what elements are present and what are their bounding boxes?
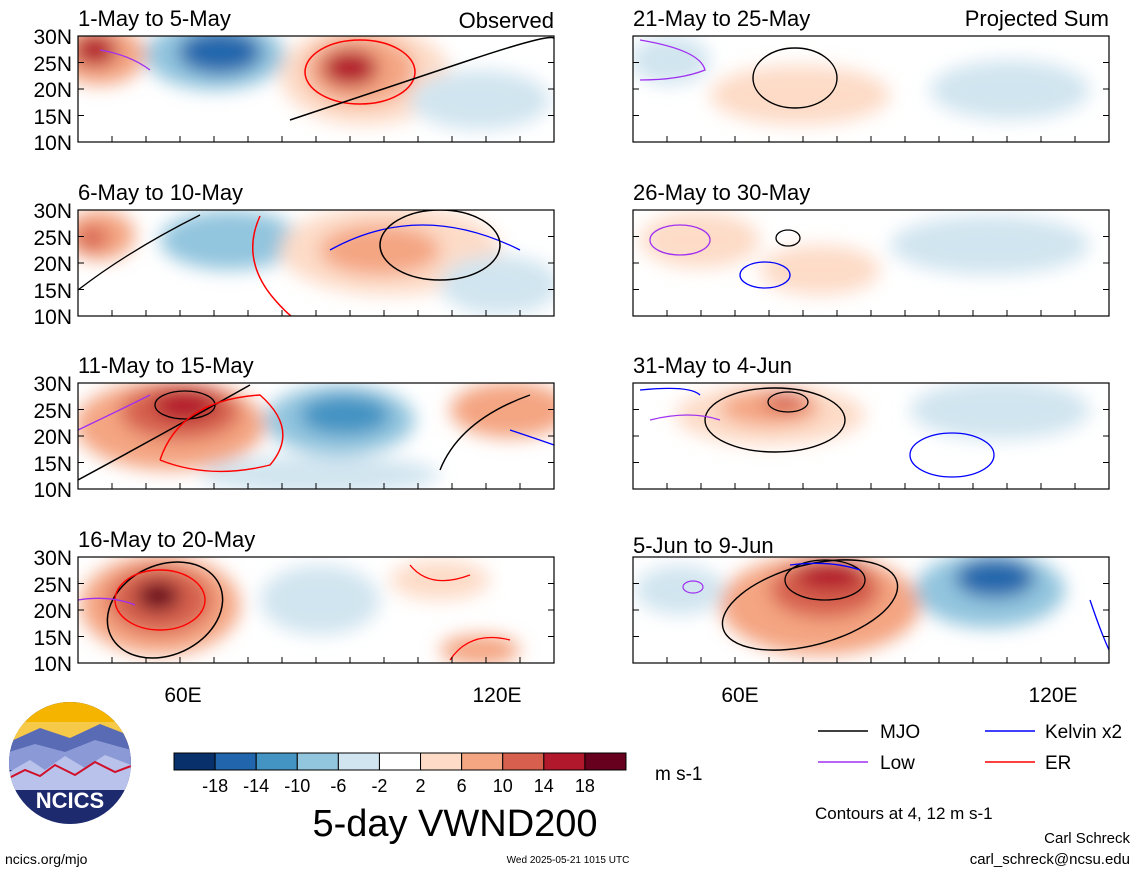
map-panel-2 <box>77 209 555 317</box>
lon-label-60e-right: 60E <box>721 684 758 707</box>
colorbar-swatch <box>543 752 586 771</box>
colorbar-swatch <box>584 752 627 771</box>
projected-sum-label: Projected Sum <box>965 6 1109 31</box>
lat-label: 25N <box>33 227 72 250</box>
legend-er: ER <box>1045 753 1071 774</box>
legend: MJO Kelvin x2 Low ER <box>818 722 1122 774</box>
colorbar-tick-label: -14 <box>243 776 269 796</box>
map-panel-6 <box>632 209 1110 317</box>
panel-title-1: 1-May to 5-May <box>78 6 231 31</box>
lat-label: 15N <box>33 453 72 476</box>
colorbar-tick-label: -2 <box>371 776 387 796</box>
colorbar-tick-label: -18 <box>202 776 228 796</box>
map-panel-3 <box>77 382 555 490</box>
map-panel-7 <box>632 382 1110 490</box>
lat-label: 15N <box>33 106 72 129</box>
panel-title-7: 31-May to 4-Jun <box>633 353 792 378</box>
colorbar-swatch <box>502 752 545 771</box>
colorbar-tick-label: 14 <box>534 776 554 796</box>
colorbar-units: m s-1 <box>655 764 703 785</box>
ncics-logo: NCICS <box>9 702 131 824</box>
colorbar-swatch <box>461 752 504 771</box>
longitude-labels: 60E 120E 60E 120E <box>164 684 1077 707</box>
colorbar-tick-label: -6 <box>330 776 346 796</box>
panel-title-2: 6-May to 10-May <box>78 180 243 205</box>
lat-label: 20N <box>33 253 72 276</box>
lat-label: 30N <box>33 200 72 223</box>
lon-label-120e: 120E <box>472 684 521 707</box>
main-title: 5-day VWND200 <box>312 803 597 845</box>
map-panel-1 <box>77 35 555 143</box>
lat-label: 10N <box>33 306 72 329</box>
panel-title-6: 26-May to 30-May <box>633 180 810 205</box>
lat-label: 15N <box>33 280 72 303</box>
colorbar-swatch <box>296 752 339 771</box>
lat-tick-marks <box>77 35 1109 664</box>
map-panel-4 <box>77 556 555 664</box>
colorbar-tick-label: 2 <box>416 776 426 796</box>
colorbar: -18 -14 -10 -6 -2 2 6 10 14 18 m s-1 <box>173 752 703 796</box>
legend-mjo: MJO <box>880 722 920 743</box>
lat-label: 30N <box>33 26 72 49</box>
site-url: ncics.org/mjo <box>5 851 88 867</box>
colorbar-tick-label: -10 <box>284 776 310 796</box>
lat-label: 20N <box>33 600 72 623</box>
timestamp: Wed 2025-05-21 1015 UTC <box>507 855 630 866</box>
lon-label-120e-right: 120E <box>1028 684 1077 707</box>
panel-title-3: 11-May to 15-May <box>78 353 254 378</box>
colorbar-swatch <box>378 752 422 771</box>
colorbar-swatch <box>337 752 380 771</box>
lat-label: 25N <box>33 400 72 423</box>
lat-label: 25N <box>33 574 72 597</box>
panel-title-4: 16-May to 20-May <box>78 527 255 552</box>
lon-label-60e: 60E <box>164 684 201 707</box>
colorbar-swatch <box>173 752 216 771</box>
lat-label: 25N <box>33 53 72 76</box>
lat-label: 20N <box>33 426 72 449</box>
legend-kelvin: Kelvin x2 <box>1045 722 1122 743</box>
colorbar-tick-label: 10 <box>493 776 513 796</box>
logo-text: NCICS <box>36 788 104 813</box>
lat-label: 30N <box>33 547 72 570</box>
lat-label: 10N <box>33 653 72 676</box>
observed-label: Observed <box>459 8 554 33</box>
author-name: Carl Schreck <box>1044 830 1130 847</box>
panel-title-8: 5-Jun to 9-Jun <box>633 533 774 558</box>
latitude-labels: 30N 25N 20N 15N 10N 30N 25N 20N 15N 10N … <box>33 26 72 676</box>
lat-label: 15N <box>33 627 72 650</box>
colorbar-swatch <box>255 752 298 771</box>
lat-label: 10N <box>33 132 72 155</box>
colorbar-swatch <box>420 752 463 771</box>
colorbar-tick-label: 6 <box>457 776 467 796</box>
map-panel-5 <box>632 35 1110 143</box>
author-email: carl_schreck@ncsu.edu <box>970 851 1130 868</box>
panel-title-5: 21-May to 25-May <box>633 6 810 31</box>
lat-label: 10N <box>33 479 72 502</box>
lat-label: 30N <box>33 373 72 396</box>
map-panel-8 <box>632 556 1110 664</box>
legend-low: Low <box>880 753 915 774</box>
colorbar-swatch <box>214 752 257 771</box>
colorbar-tick-label: 18 <box>575 776 595 796</box>
contours-note: Contours at 4, 12 m s-1 <box>815 804 993 823</box>
lat-label: 20N <box>33 79 72 102</box>
